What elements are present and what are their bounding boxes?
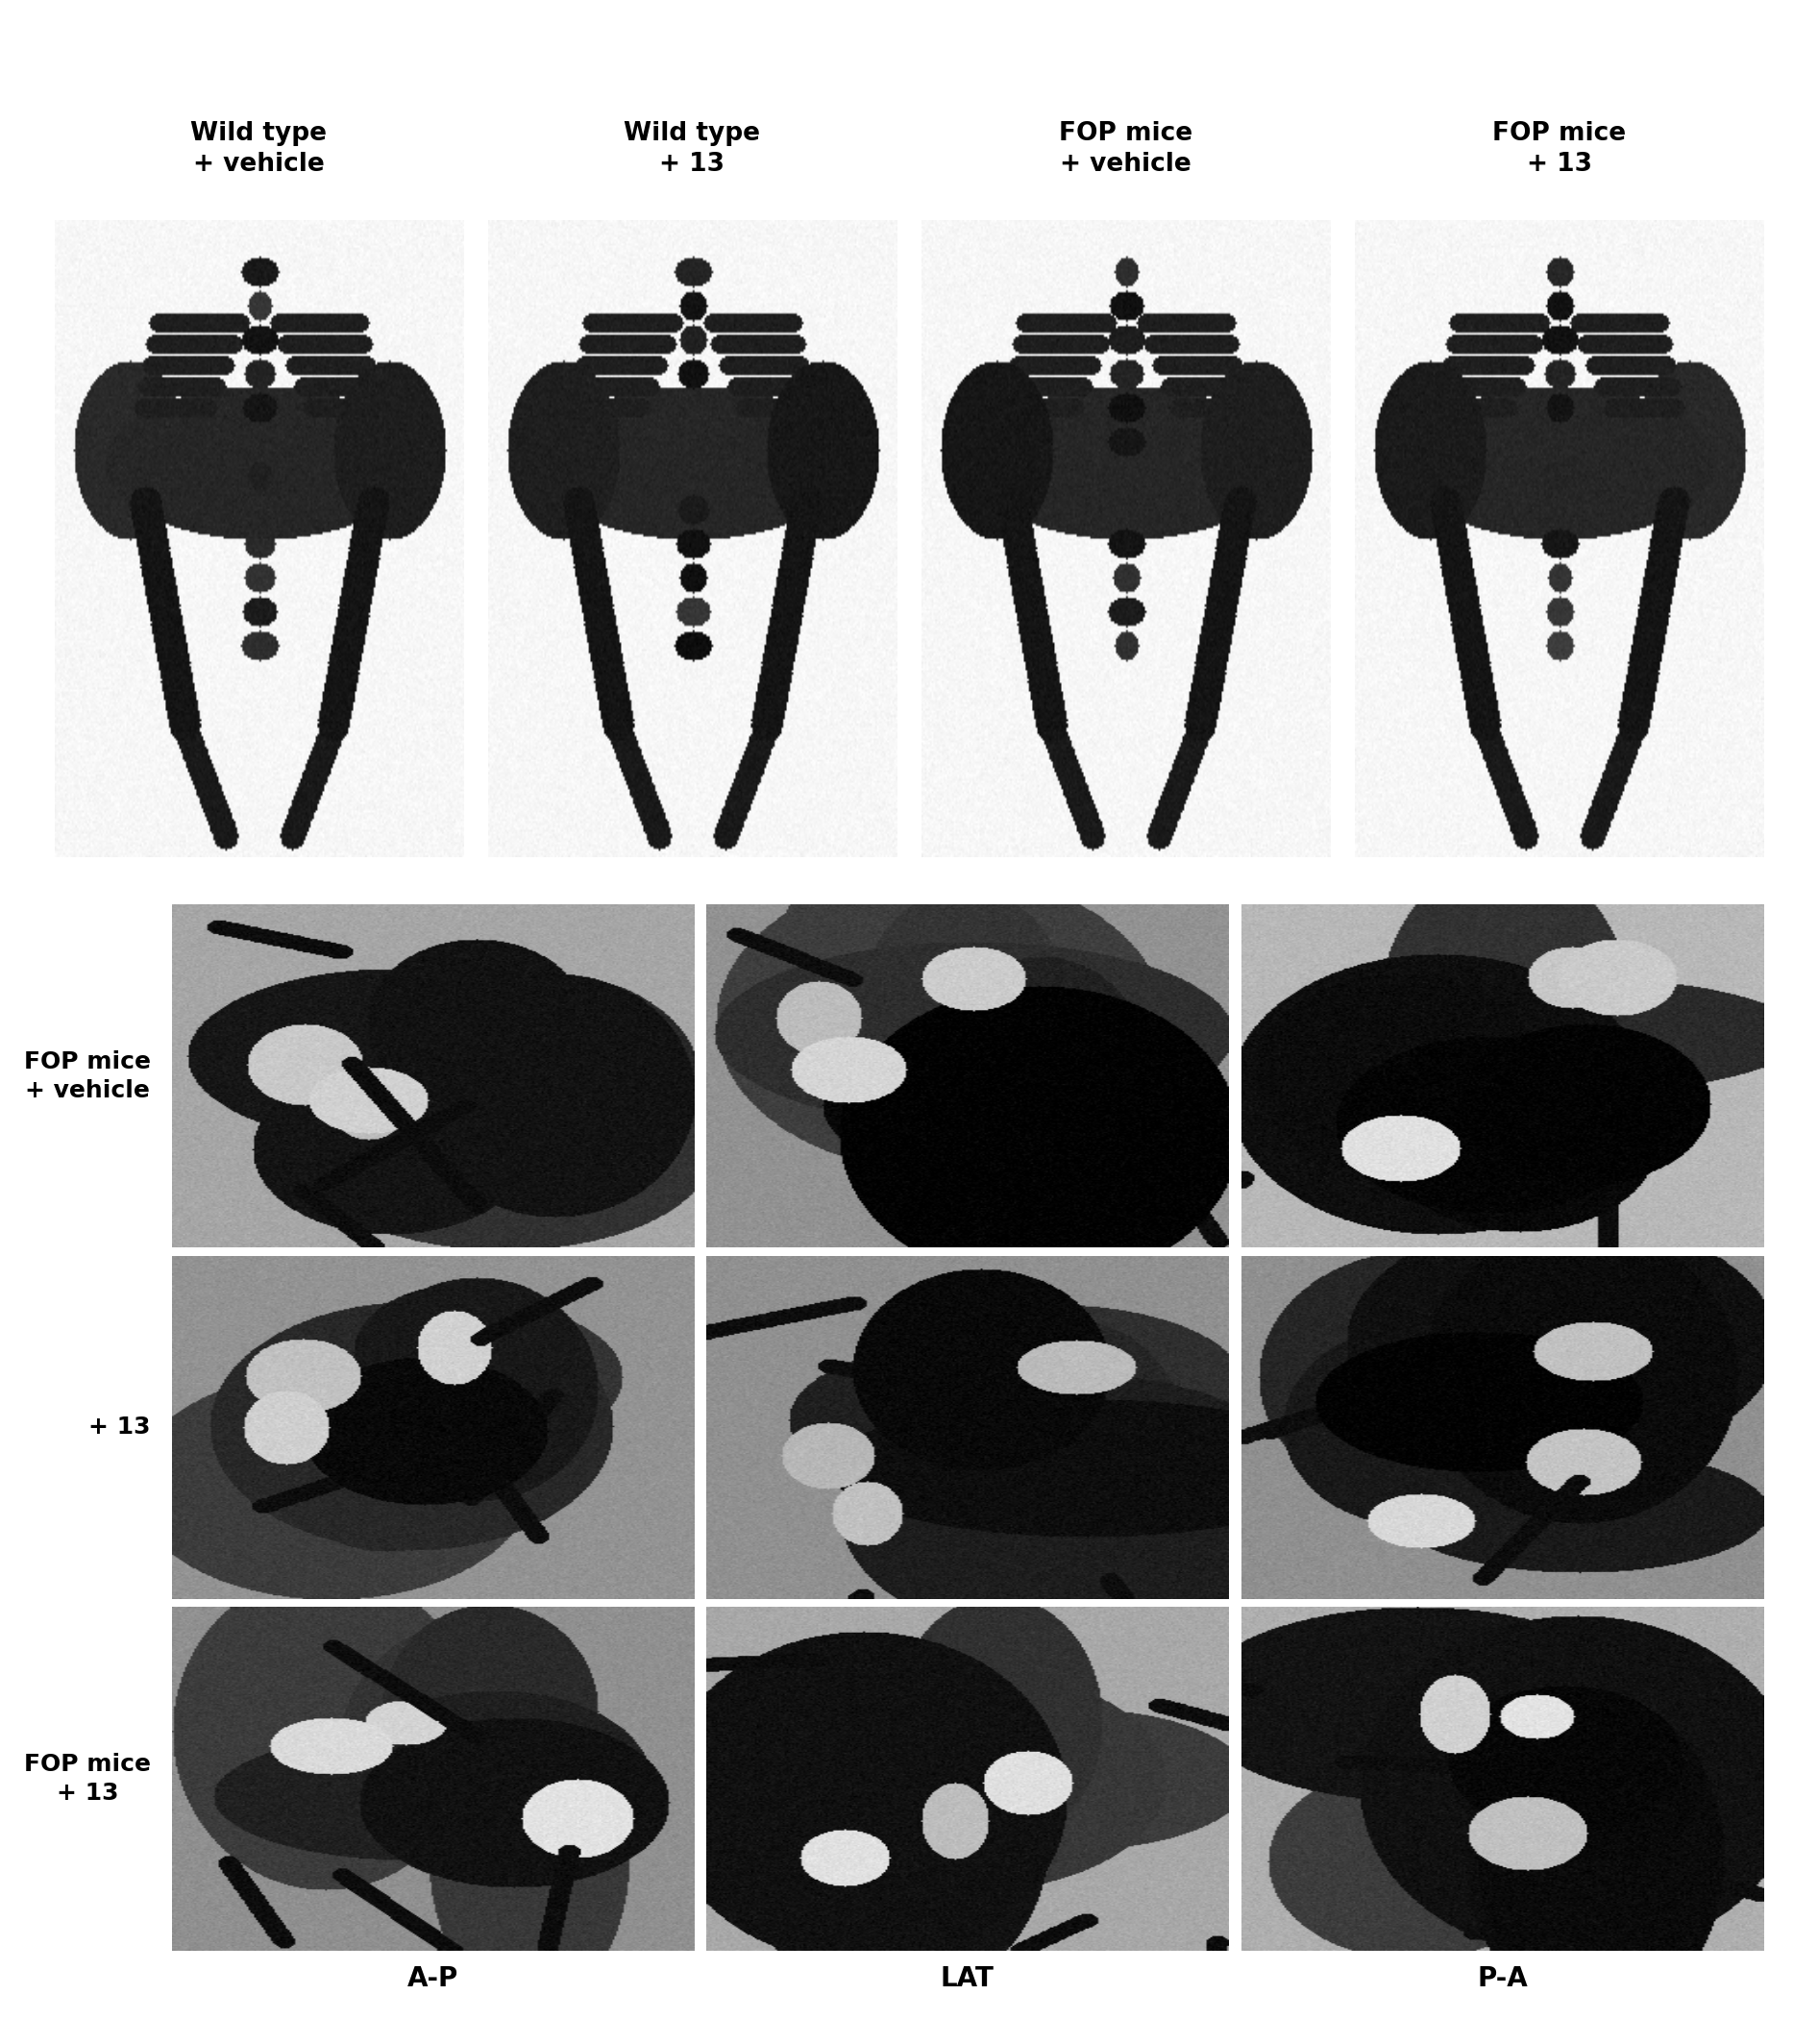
Text: Wild type
+ 13: Wild type + 13 xyxy=(624,121,760,176)
Text: Wild type
+ vehicle: Wild type + vehicle xyxy=(191,121,327,176)
Text: FOP mice
+ 13: FOP mice + 13 xyxy=(24,1754,151,1805)
Text: A-P: A-P xyxy=(407,1964,458,1993)
Text: + 13: + 13 xyxy=(89,1416,151,1439)
Text: FOP mice
+ vehicle: FOP mice + vehicle xyxy=(24,1051,151,1102)
Text: FOP mice
+ vehicle: FOP mice + vehicle xyxy=(1058,121,1193,176)
Text: P-A: P-A xyxy=(1476,1964,1527,1993)
Text: LAT: LAT xyxy=(940,1964,994,1993)
Text: FOP mice
+ 13: FOP mice + 13 xyxy=(1493,121,1625,176)
